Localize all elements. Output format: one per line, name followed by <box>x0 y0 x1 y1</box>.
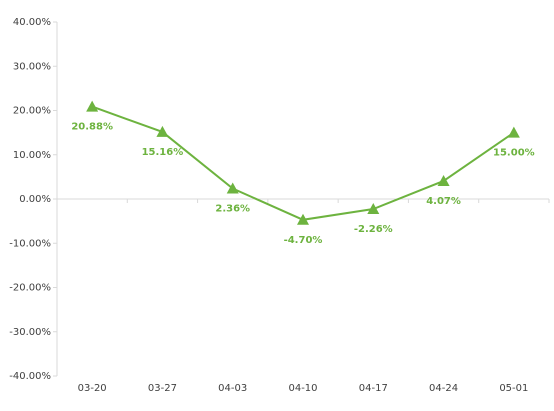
value-label: 15.00% <box>493 148 535 159</box>
y-tick-label: 30.00% <box>13 61 51 72</box>
y-tick-label: -20.00% <box>9 283 51 294</box>
y-tick-label: 10.00% <box>13 150 51 161</box>
y-tick-label: 0.00% <box>19 194 51 205</box>
x-tick-label: 04-10 <box>288 383 317 394</box>
x-tick-label: 04-17 <box>359 383 388 394</box>
marker <box>156 125 169 137</box>
y-tick-label: 20.00% <box>13 106 51 117</box>
y-tick-label: -40.00% <box>9 371 51 382</box>
marker <box>86 100 99 112</box>
marker <box>367 203 380 215</box>
y-tick-label: 40.00% <box>13 17 51 28</box>
value-label: -4.70% <box>284 235 323 246</box>
marker <box>437 174 450 186</box>
value-label: 2.36% <box>215 204 250 215</box>
marker <box>507 126 520 138</box>
value-label: -2.26% <box>354 224 393 235</box>
y-tick-label: -30.00% <box>9 327 51 338</box>
x-tick-label: 05-01 <box>499 383 528 394</box>
x-tick-label: 04-03 <box>218 383 247 394</box>
x-tick-label: 03-27 <box>148 383 177 394</box>
x-tick-label: 03-20 <box>78 383 107 394</box>
y-tick-label: -10.00% <box>9 238 51 249</box>
value-label: 15.16% <box>142 147 184 158</box>
value-label: 20.88% <box>71 122 113 133</box>
marker <box>297 213 309 225</box>
value-label: 4.07% <box>426 196 461 207</box>
x-tick-label: 04-24 <box>429 383 458 394</box>
marker <box>226 182 239 194</box>
